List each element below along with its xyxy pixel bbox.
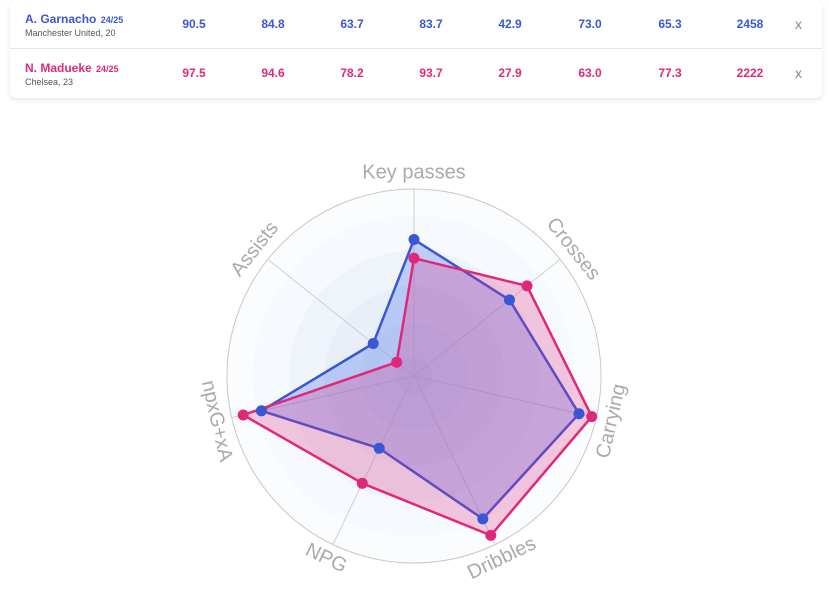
stat-cell: 93.7	[419, 66, 443, 80]
radar-point	[237, 409, 249, 421]
player-name[interactable]: N. Madueke 24/25	[25, 61, 119, 75]
stat-cell: 97.5	[182, 66, 206, 80]
stat-cell: 73.0	[578, 17, 602, 31]
radar-point	[356, 477, 368, 489]
stat-cell: 83.7	[419, 17, 443, 31]
radar-point	[504, 294, 515, 306]
stat-cell: 90.5	[182, 17, 206, 31]
remove-player-button[interactable]: x	[795, 16, 802, 32]
player-name[interactable]: A. Garnacho 24/25	[25, 12, 124, 26]
radar-point	[573, 408, 585, 420]
radar-point	[408, 252, 420, 264]
stat-cell: 94.6	[261, 66, 285, 80]
radar-series-area	[260, 238, 581, 521]
stat-cell: 65.3	[658, 17, 682, 31]
stat-cell: 63.7	[340, 17, 364, 31]
radar-point	[485, 529, 497, 541]
radar-point	[477, 513, 489, 525]
radar-point	[586, 411, 598, 423]
radar-point	[391, 356, 403, 368]
stat-cell: 63.0	[578, 66, 602, 80]
stat-cell: 78.2	[340, 66, 364, 80]
radar-spoke	[413, 259, 561, 377]
radar-spoke	[332, 375, 415, 545]
radar-point	[255, 405, 267, 417]
player-club: Manchester United, 20	[25, 28, 116, 38]
player-row-garnacho: A. Garnacho 24/25 Manchester United, 20 …	[10, 0, 822, 49]
stat-cell: 77.3	[658, 66, 682, 80]
radar-point	[408, 234, 420, 245]
radar-point	[521, 280, 533, 292]
comparison-card: A. Garnacho 24/25 Manchester United, 20 …	[10, 0, 822, 98]
player-season: 24/25	[96, 64, 119, 74]
player-club: Chelsea, 23	[25, 77, 74, 87]
player-season: 24/25	[100, 15, 124, 25]
radar-spoke	[413, 375, 597, 419]
stat-cell: 27.9	[498, 66, 522, 80]
stat-cell: 2458	[736, 17, 764, 31]
stat-cell: 2222	[736, 66, 764, 80]
player-row-madueke: N. Madueke 24/25 Chelsea, 23 97.5 94.6 7…	[10, 49, 822, 97]
radar-series-area	[241, 256, 594, 537]
radar-point	[373, 442, 385, 454]
remove-player-button[interactable]: x	[795, 65, 802, 81]
radar-point	[367, 338, 379, 349]
radar-axis-label: Key passes	[362, 161, 465, 183]
stat-cell: 84.8	[261, 17, 285, 31]
radar-spoke	[267, 259, 415, 377]
stat-cell: 42.9	[498, 17, 522, 31]
